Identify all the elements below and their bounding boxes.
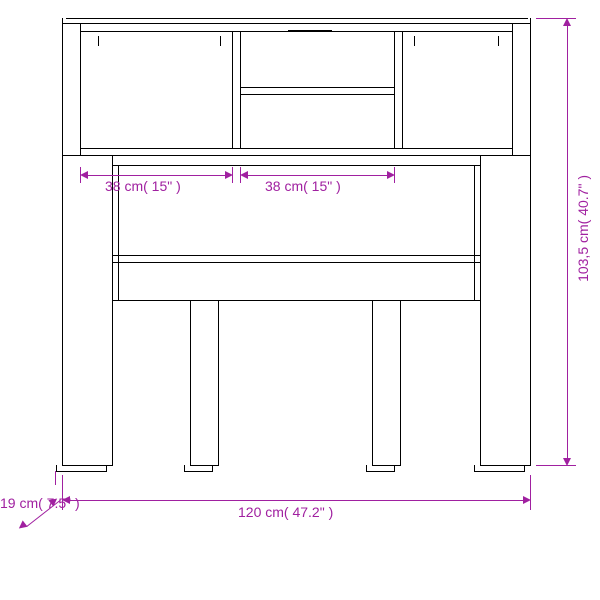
top-div1b — [240, 31, 241, 149]
dim-shelf-right-arrow-r — [387, 171, 395, 179]
dim-height-line — [567, 26, 568, 458]
dim-width-label: 120 cm( 47.2" ) — [238, 504, 333, 520]
dim-depth-label: 19 cm( 7.5" ) — [0, 496, 58, 511]
low-left-inner — [112, 155, 113, 465]
hinge-2 — [220, 36, 221, 46]
panel-mid2 — [112, 262, 480, 263]
dim-height-arrow-bot — [563, 458, 571, 466]
dim-depth-arrow-back — [16, 520, 27, 531]
floor-right — [474, 471, 525, 472]
dim-shelf-left-label: 38 cm( 15" ) — [105, 178, 181, 194]
top-cab-right — [530, 23, 531, 155]
floor-leg2-v2 — [394, 465, 395, 472]
floor-left — [56, 471, 107, 472]
panel-bot — [112, 300, 480, 301]
drawing-canvas: 38 cm( 15" ) 38 cm( 15" ) 120 cm( 47.2" … — [0, 0, 600, 600]
hinge-4 — [498, 36, 499, 46]
floor-right-v2 — [524, 465, 525, 472]
top-inner-top — [80, 31, 512, 32]
floor-left-v2 — [106, 465, 107, 472]
dim-shelf-left-line — [88, 175, 225, 176]
leg1-b — [190, 465, 219, 466]
leg2-r — [400, 300, 401, 465]
floor-right-v1 — [474, 465, 475, 472]
top-div2a — [394, 31, 395, 149]
floor-left-v1 — [56, 465, 57, 472]
top-inner-right — [512, 23, 513, 155]
top-cab-bottom — [62, 155, 531, 156]
low-right-outer — [530, 155, 531, 465]
dim-shelf-right-label: 38 cm( 15" ) — [265, 178, 341, 194]
dim-width-arrow-r — [523, 496, 531, 504]
top-edge-front — [62, 23, 530, 24]
low-left-outer — [62, 155, 63, 465]
top-div1a — [232, 31, 233, 149]
dim-height-arrow-top — [563, 18, 571, 26]
panel-right-edge — [474, 165, 475, 300]
low-right-inner — [480, 155, 481, 465]
dim-shelf-right-arrow-l — [240, 171, 248, 179]
top-inner-left — [80, 23, 81, 155]
dim-shelf-left-arrow-l — [80, 171, 88, 179]
leg1-l — [190, 300, 191, 465]
floor-leg1-v1 — [184, 465, 185, 472]
hinge-1 — [98, 36, 99, 46]
leg2-l — [372, 300, 373, 465]
mid-shelf-bot — [240, 94, 394, 95]
panel-mid — [112, 255, 480, 256]
dim-width-line — [70, 500, 523, 501]
floor-leg1-v2 — [212, 465, 213, 472]
top-inner-bottom — [80, 148, 512, 149]
hinge-3 — [414, 36, 415, 46]
leg2-b — [372, 465, 401, 466]
top-div2b — [402, 31, 403, 149]
floor-leg2 — [366, 471, 395, 472]
leg1-r — [218, 300, 219, 465]
dim-width-tick-r — [530, 475, 531, 510]
mid-accent — [288, 30, 332, 31]
floor-leg2-v1 — [366, 465, 367, 472]
top-edge-back — [66, 18, 528, 19]
floor-leg1 — [184, 471, 213, 472]
dim-depth-tick-front — [55, 471, 56, 485]
dim-shelf-right-line — [248, 175, 387, 176]
panel-top — [112, 165, 480, 166]
dim-shelf-left-arrow-r — [225, 171, 233, 179]
dim-height-label: 103,5 cm( 40.7" ) — [575, 175, 591, 282]
mid-shelf-top — [240, 87, 394, 88]
top-cab-left — [62, 23, 63, 155]
